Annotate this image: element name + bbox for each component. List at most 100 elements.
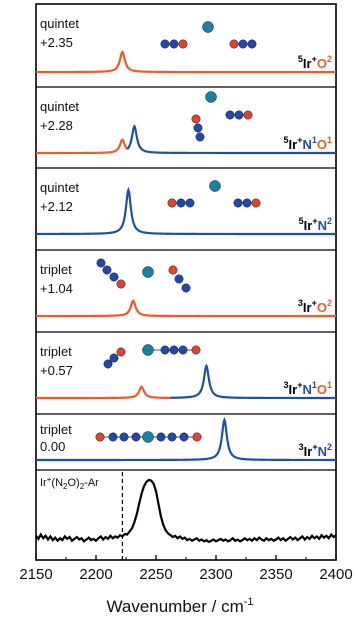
nitrogen-atom-icon bbox=[167, 432, 177, 442]
experimental-spectrum-line bbox=[35, 478, 337, 544]
spectrum-line-blue bbox=[36, 416, 336, 462]
species-label-part: Ir bbox=[289, 382, 298, 397]
computed-panel-4: triplet +1.04 3Ir+O2 bbox=[36, 258, 336, 333]
nitrogen-atom-icon bbox=[234, 110, 244, 120]
nitrogen-atom-icon bbox=[225, 110, 235, 120]
experimental-label-part: (N bbox=[51, 477, 63, 489]
species-label-part: 1 bbox=[327, 380, 332, 390]
computed-panel-6: triplet 0.00 3Ir+N2 bbox=[36, 416, 336, 471]
nitrogen-atom-icon bbox=[174, 274, 184, 284]
spin-state-label: triplet bbox=[40, 422, 72, 437]
spectrum-line-orange bbox=[36, 299, 336, 318]
computed-panel-3: quintet +2.12 5Ir+N2 bbox=[36, 180, 336, 251]
species-label-part: 5 bbox=[284, 135, 289, 145]
species-label-part: + bbox=[312, 442, 317, 452]
oxygen-atom-icon bbox=[116, 347, 126, 357]
species-label-part: O bbox=[317, 300, 327, 315]
nitrogen-atom-icon bbox=[108, 432, 118, 442]
relative-energy-label: +2.35 bbox=[40, 35, 73, 50]
x-tick-label: 2200 bbox=[79, 566, 112, 583]
nitrogen-atom-icon bbox=[109, 353, 119, 363]
x-axis: 2150 2200 2250 2300 2350 2400 bbox=[19, 555, 353, 583]
nitrogen-atom-icon bbox=[247, 39, 257, 49]
nitrogen-atom-icon bbox=[238, 39, 248, 49]
species-label-part: 2 bbox=[327, 54, 332, 64]
x-tick-label: 2300 bbox=[199, 566, 232, 583]
oxygen-atom-icon bbox=[192, 432, 202, 442]
relative-energy-label: +1.04 bbox=[40, 281, 73, 296]
species-label-part: 3 bbox=[298, 298, 303, 308]
experimental-label-part: + bbox=[47, 475, 52, 484]
species-label-part: 2 bbox=[327, 442, 332, 452]
experimental-label-part: 2 bbox=[80, 482, 85, 491]
experimental-label-part: O) bbox=[67, 477, 79, 489]
nitrogen-atom-icon bbox=[179, 432, 189, 442]
species-label-part: 3 bbox=[284, 380, 289, 390]
species-label-part: 1 bbox=[327, 135, 332, 145]
oxygen-atom-icon bbox=[95, 432, 105, 442]
nitrogen-atom-icon bbox=[119, 432, 129, 442]
x-axis-title: Wavenumber / cm-1 bbox=[106, 596, 253, 616]
species-label-part: O bbox=[317, 56, 327, 71]
nitrogen-atom-icon bbox=[193, 123, 203, 133]
molecule-structure-icon bbox=[103, 344, 201, 369]
experimental-label-part: 2 bbox=[63, 482, 68, 491]
molecule-structure-icon bbox=[95, 431, 202, 443]
relative-energy-label: +2.12 bbox=[40, 199, 73, 214]
nitrogen-atom-icon bbox=[160, 39, 170, 49]
species-label-part: 3 bbox=[299, 442, 304, 452]
species-label-part: Ir bbox=[304, 444, 313, 459]
species-label: 5Ir+N1O1 bbox=[284, 135, 333, 152]
oxygen-atom-icon bbox=[167, 198, 177, 208]
nitrogen-atom-icon bbox=[185, 198, 195, 208]
oxygen-atom-icon bbox=[116, 279, 126, 289]
iridium-atom-icon bbox=[142, 431, 154, 443]
species-label-part: 5 bbox=[299, 216, 304, 226]
computed-panel-1: quintet +2.35 5Ir+O2 bbox=[36, 16, 336, 88]
x-tick-label: 2150 bbox=[19, 566, 52, 583]
species-label: 3Ir+N2 bbox=[299, 442, 332, 459]
species-label-part: Ir bbox=[289, 137, 298, 152]
nitrogen-atom-icon bbox=[169, 345, 179, 355]
species-label-part: 1 bbox=[312, 135, 317, 145]
experimental-label-part: Ir bbox=[40, 477, 47, 489]
molecule-structure-icon bbox=[160, 21, 257, 49]
species-label-part: 2 bbox=[327, 298, 332, 308]
species-label-part: Ir bbox=[303, 300, 312, 315]
spin-state-label: triplet bbox=[40, 344, 72, 359]
oxygen-atom-icon bbox=[178, 39, 188, 49]
nitrogen-atom-icon bbox=[103, 359, 113, 369]
spin-state-label: quintet bbox=[40, 180, 79, 195]
nitrogen-atom-icon bbox=[195, 132, 205, 142]
species-label-part: + bbox=[297, 135, 302, 145]
spectrum-line-blue bbox=[126, 124, 336, 155]
nitrogen-atom-icon bbox=[181, 283, 191, 293]
molecule-structure-icon bbox=[167, 180, 261, 208]
species-label-part: Ir bbox=[303, 56, 312, 71]
oxygen-atom-icon bbox=[243, 110, 253, 120]
species-label-part: O bbox=[317, 382, 327, 397]
species-label-part: + bbox=[312, 298, 317, 308]
nitrogen-atom-icon bbox=[102, 265, 112, 275]
species-label-part: + bbox=[312, 216, 317, 226]
species-label-part: Ir bbox=[304, 218, 313, 233]
molecule-structure-icon bbox=[191, 91, 253, 142]
x-axis-title-text: Wavenumber / cm bbox=[106, 597, 243, 616]
nitrogen-atom-icon bbox=[178, 345, 188, 355]
x-tick-label: 2250 bbox=[139, 566, 172, 583]
species-label: 5Ir+O2 bbox=[298, 54, 332, 71]
nitrogen-atom-icon bbox=[109, 272, 119, 282]
experimental-label-part: -Ar bbox=[84, 477, 99, 489]
species-label-part: 1 bbox=[312, 380, 317, 390]
species-label-part: 2 bbox=[327, 216, 332, 226]
species-label-part: O bbox=[317, 137, 327, 152]
species-label: 3Ir+O2 bbox=[298, 298, 332, 315]
spectrum-line-blue bbox=[36, 186, 336, 236]
nitrogen-atom-icon bbox=[242, 198, 252, 208]
experimental-label: Ir+(N2O)2-Ar bbox=[40, 475, 99, 491]
species-label-part: N bbox=[302, 137, 311, 152]
experimental-panel: Ir+(N2O)2-Ar bbox=[35, 475, 337, 544]
